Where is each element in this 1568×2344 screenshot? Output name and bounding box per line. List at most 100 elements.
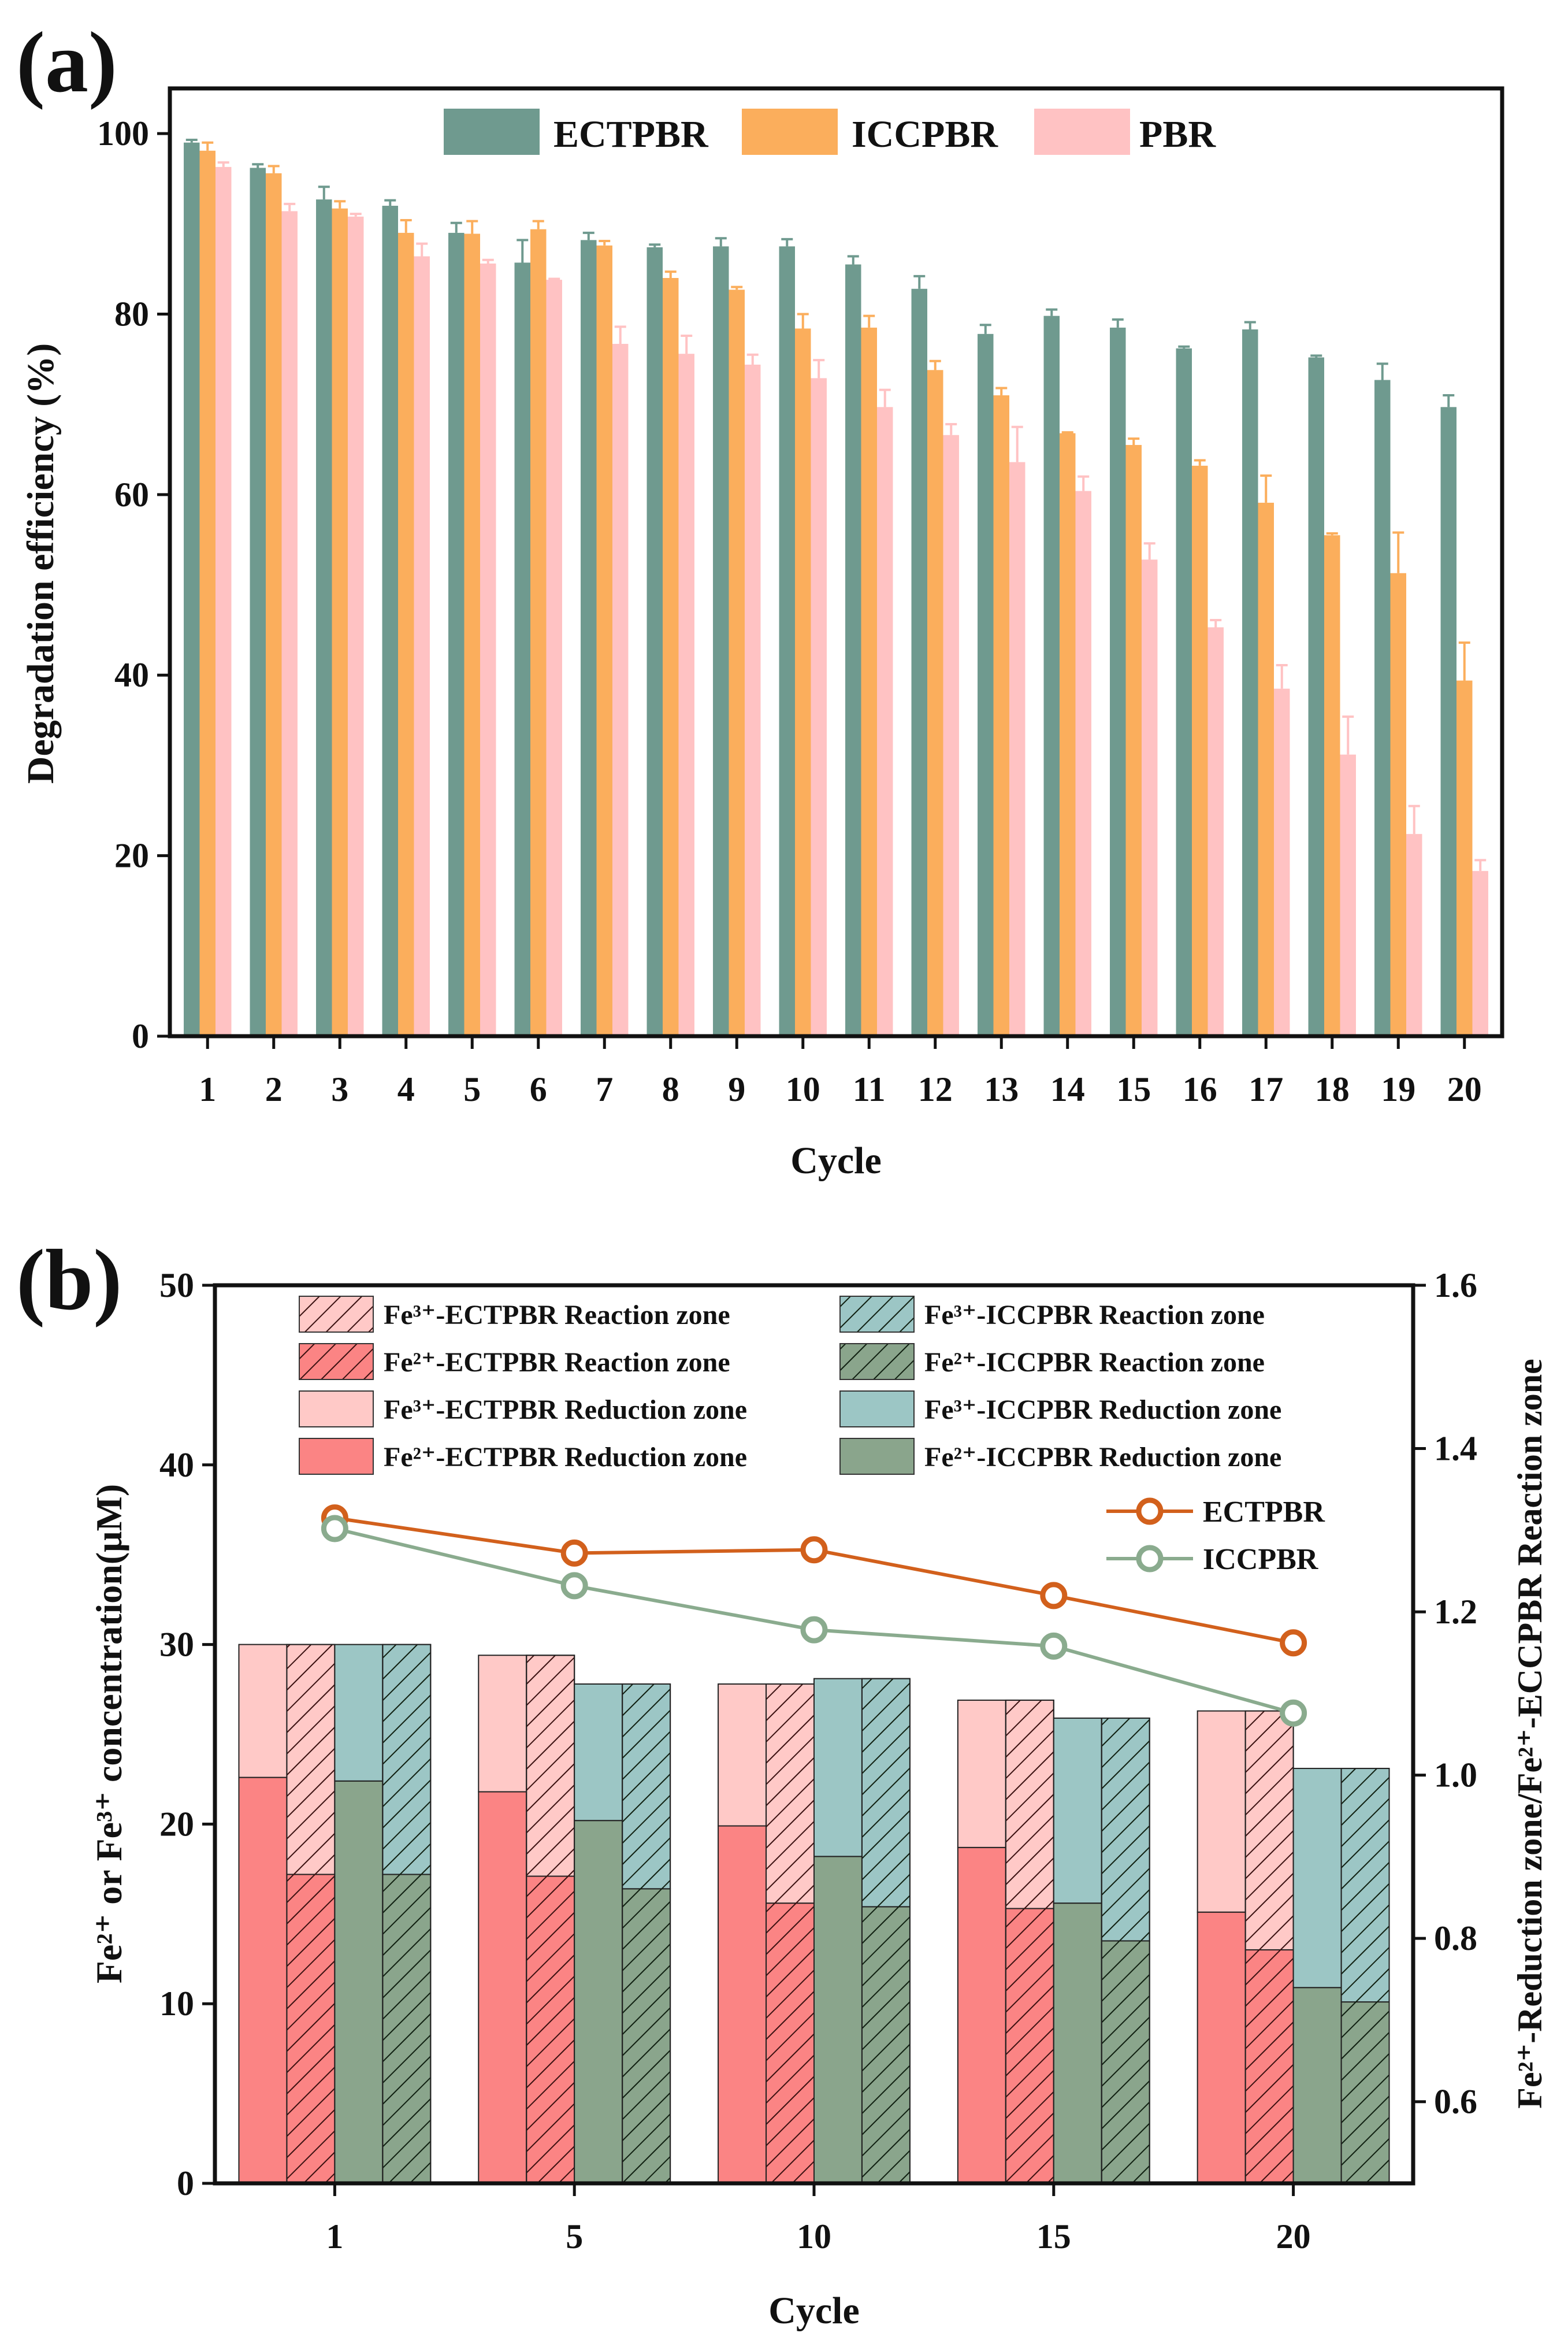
bar-hatch-iccpbr-reaction-zone-cycle-20 <box>1340 1768 1390 2184</box>
error-bar-ectpbr-cycle-11 <box>847 255 859 265</box>
bar-hatch-iccpbr-reaction-zone-cycle-10 <box>861 1678 911 2184</box>
x-tick-label: 7 <box>596 1070 613 1108</box>
bar-ectpbr-cycle-9 <box>713 246 729 1036</box>
point-iccpbr-cycle-1 <box>321 1515 348 1542</box>
bar-pbr-cycle-13 <box>1009 462 1025 1036</box>
error-bar-ectpbr-cycle-2 <box>252 163 264 168</box>
panel-a-legend: ECTPBR ICCPBR PBR <box>444 109 1216 155</box>
bar-ectpbr-cycle-14 <box>1043 316 1060 1036</box>
error-bar-ectpbr-cycle-9 <box>715 237 727 247</box>
bar-pbr-cycle-6 <box>546 280 562 1037</box>
point-iccpbr-cycle-20 <box>1280 1699 1307 1727</box>
point-ectpbr-cycle-10 <box>800 1536 828 1564</box>
y-tick-label: 40 <box>159 1446 194 1484</box>
point-iccpbr-cycle-5 <box>560 1572 588 1600</box>
error-bar-pbr-cycle-1 <box>217 161 229 167</box>
bar-pbr-cycle-12 <box>943 435 959 1036</box>
bar-ectpbr-cycle-2 <box>250 168 266 1036</box>
y-tick-label: 40 <box>114 656 149 694</box>
legend-swatch-pbr <box>1034 109 1130 155</box>
error-bar-pbr-cycle-6 <box>548 277 560 280</box>
error-bar-ectpbr-cycle-1 <box>185 139 198 143</box>
bar-fe3-ectpbr-reduction-zone-cycle-1 <box>238 1644 288 1778</box>
bar-iccpbr-cycle-4 <box>398 232 414 1036</box>
bar-iccpbr-cycle-2 <box>266 173 282 1036</box>
legend-label-iccpbr: ICCPBR <box>852 113 998 155</box>
error-bar-iccpbr-cycle-13 <box>995 387 1008 396</box>
error-bar-iccpbr-cycle-10 <box>797 313 809 329</box>
error-bar-pbr-cycle-13 <box>1011 425 1023 462</box>
error-bar-pbr-cycle-18 <box>1342 715 1354 755</box>
bar-ectpbr-cycle-16 <box>1176 348 1192 1036</box>
error-bar-pbr-cycle-4 <box>416 242 428 257</box>
legend-swatch-fe2-iccpbr-reduction <box>839 1438 915 1475</box>
panel-a-x-axis-label: Cycle <box>790 1140 882 1182</box>
error-bar-iccpbr-cycle-15 <box>1128 437 1140 445</box>
bar-iccpbr-cycle-8 <box>663 278 679 1036</box>
error-bar-pbr-cycle-14 <box>1077 475 1090 491</box>
error-bar-iccpbr-cycle-2 <box>267 165 280 173</box>
y-tick-label: 0 <box>132 1017 149 1055</box>
x-tick-label: 4 <box>397 1070 415 1108</box>
point-ectpbr-cycle-20 <box>1280 1629 1307 1657</box>
bar-fe2-ectpbr-reduction-zone-cycle-5 <box>478 1791 527 2184</box>
bar-ectpbr-cycle-18 <box>1308 357 1325 1036</box>
error-bar-iccpbr-cycle-18 <box>1326 532 1338 536</box>
bar-ectpbr-cycle-5 <box>448 232 465 1036</box>
bar-pbr-cycle-7 <box>612 344 629 1036</box>
x-tick-label: 10 <box>797 2217 831 2256</box>
y-tick-label: 20 <box>159 1805 194 1843</box>
error-bar-ectpbr-cycle-8 <box>649 243 661 247</box>
bar-hatch-ectpbr-reaction-zone-cycle-20 <box>1244 1710 1294 2184</box>
bar-iccpbr-cycle-15 <box>1125 444 1142 1036</box>
error-bar-iccpbr-cycle-7 <box>599 239 611 246</box>
error-bar-ectpbr-cycle-13 <box>979 324 991 334</box>
error-bar-ectpbr-cycle-3 <box>318 186 330 200</box>
bar-iccpbr-cycle-5 <box>464 233 480 1036</box>
bar-ectpbr-cycle-17 <box>1242 329 1258 1036</box>
y-tick-label: 30 <box>159 1626 194 1664</box>
x-tick-label: 12 <box>918 1070 953 1108</box>
bar-hatch-ectpbr-reaction-zone-cycle-10 <box>766 1683 815 2184</box>
bar-iccpbr-cycle-9 <box>729 290 745 1037</box>
bar-pbr-cycle-10 <box>811 378 827 1037</box>
bar-fe3-iccpbr-reduction-zone-cycle-5 <box>574 1683 623 1822</box>
right-y-tick-label: 1.4 <box>1434 1430 1477 1468</box>
bar-pbr-cycle-3 <box>347 216 364 1036</box>
x-tick-label: 14 <box>1050 1070 1085 1108</box>
right-y-tick-label: 0.6 <box>1434 2083 1477 2121</box>
bar-fe2-iccpbr-reduction-zone-cycle-10 <box>813 1856 863 2184</box>
panel-b-right-y-axis-label: Fe²⁺-Reduction zone/Fe²⁺-ECCPBR Reaction… <box>1511 1359 1549 2108</box>
error-bar-iccpbr-cycle-19 <box>1392 531 1404 573</box>
x-tick-label: 5 <box>463 1070 481 1108</box>
bar-pbr-cycle-8 <box>678 354 694 1037</box>
legend-label-fe3-ectpbr-reaction: Fe³⁺-ECTPBR Reaction zone <box>384 1300 730 1330</box>
bar-fe3-iccpbr-reduction-zone-cycle-15 <box>1053 1718 1102 1904</box>
legend-line-label-iccpbr: ICCPBR <box>1203 1543 1319 1576</box>
bar-ectpbr-cycle-10 <box>779 246 796 1036</box>
panel-a-label: (a) <box>16 14 117 110</box>
error-bar-ectpbr-cycle-19 <box>1376 362 1388 380</box>
legend-swatch-fe3-iccpbr-reduction <box>839 1390 915 1427</box>
error-bar-iccpbr-cycle-8 <box>664 270 677 278</box>
bar-fe2-iccpbr-reduction-zone-cycle-5 <box>574 1820 623 2184</box>
bar-fe2-ectpbr-reduction-zone-cycle-15 <box>957 1846 1006 2184</box>
bar-hatch-ectpbr-reaction-zone-cycle-1 <box>286 1644 336 2184</box>
error-bar-pbr-cycle-17 <box>1276 664 1288 689</box>
point-ectpbr-cycle-15 <box>1040 1582 1068 1609</box>
error-bar-iccpbr-cycle-3 <box>334 200 346 209</box>
error-bar-iccpbr-cycle-16 <box>1194 459 1206 466</box>
bar-ectpbr-cycle-8 <box>646 247 663 1036</box>
error-bar-ectpbr-cycle-7 <box>582 231 594 240</box>
x-tick-label: 19 <box>1381 1070 1415 1108</box>
legend-label-fe2-ectpbr-reduction: Fe²⁺-ECTPBR Reduction zone <box>384 1442 747 1473</box>
bar-iccpbr-cycle-10 <box>795 328 811 1036</box>
bar-fe3-ectpbr-reduction-zone-cycle-10 <box>718 1683 767 1827</box>
legend-swatch-ectpbr <box>444 109 540 155</box>
legend-label-fe3-iccpbr-reduction: Fe³⁺-ICCPBR Reduction zone <box>924 1394 1281 1425</box>
bar-fe2-ectpbr-reduction-zone-cycle-1 <box>238 1776 288 2184</box>
bar-pbr-cycle-4 <box>414 256 430 1036</box>
bar-pbr-cycle-11 <box>876 407 893 1037</box>
legend-swatch-iccpbr <box>742 109 838 155</box>
